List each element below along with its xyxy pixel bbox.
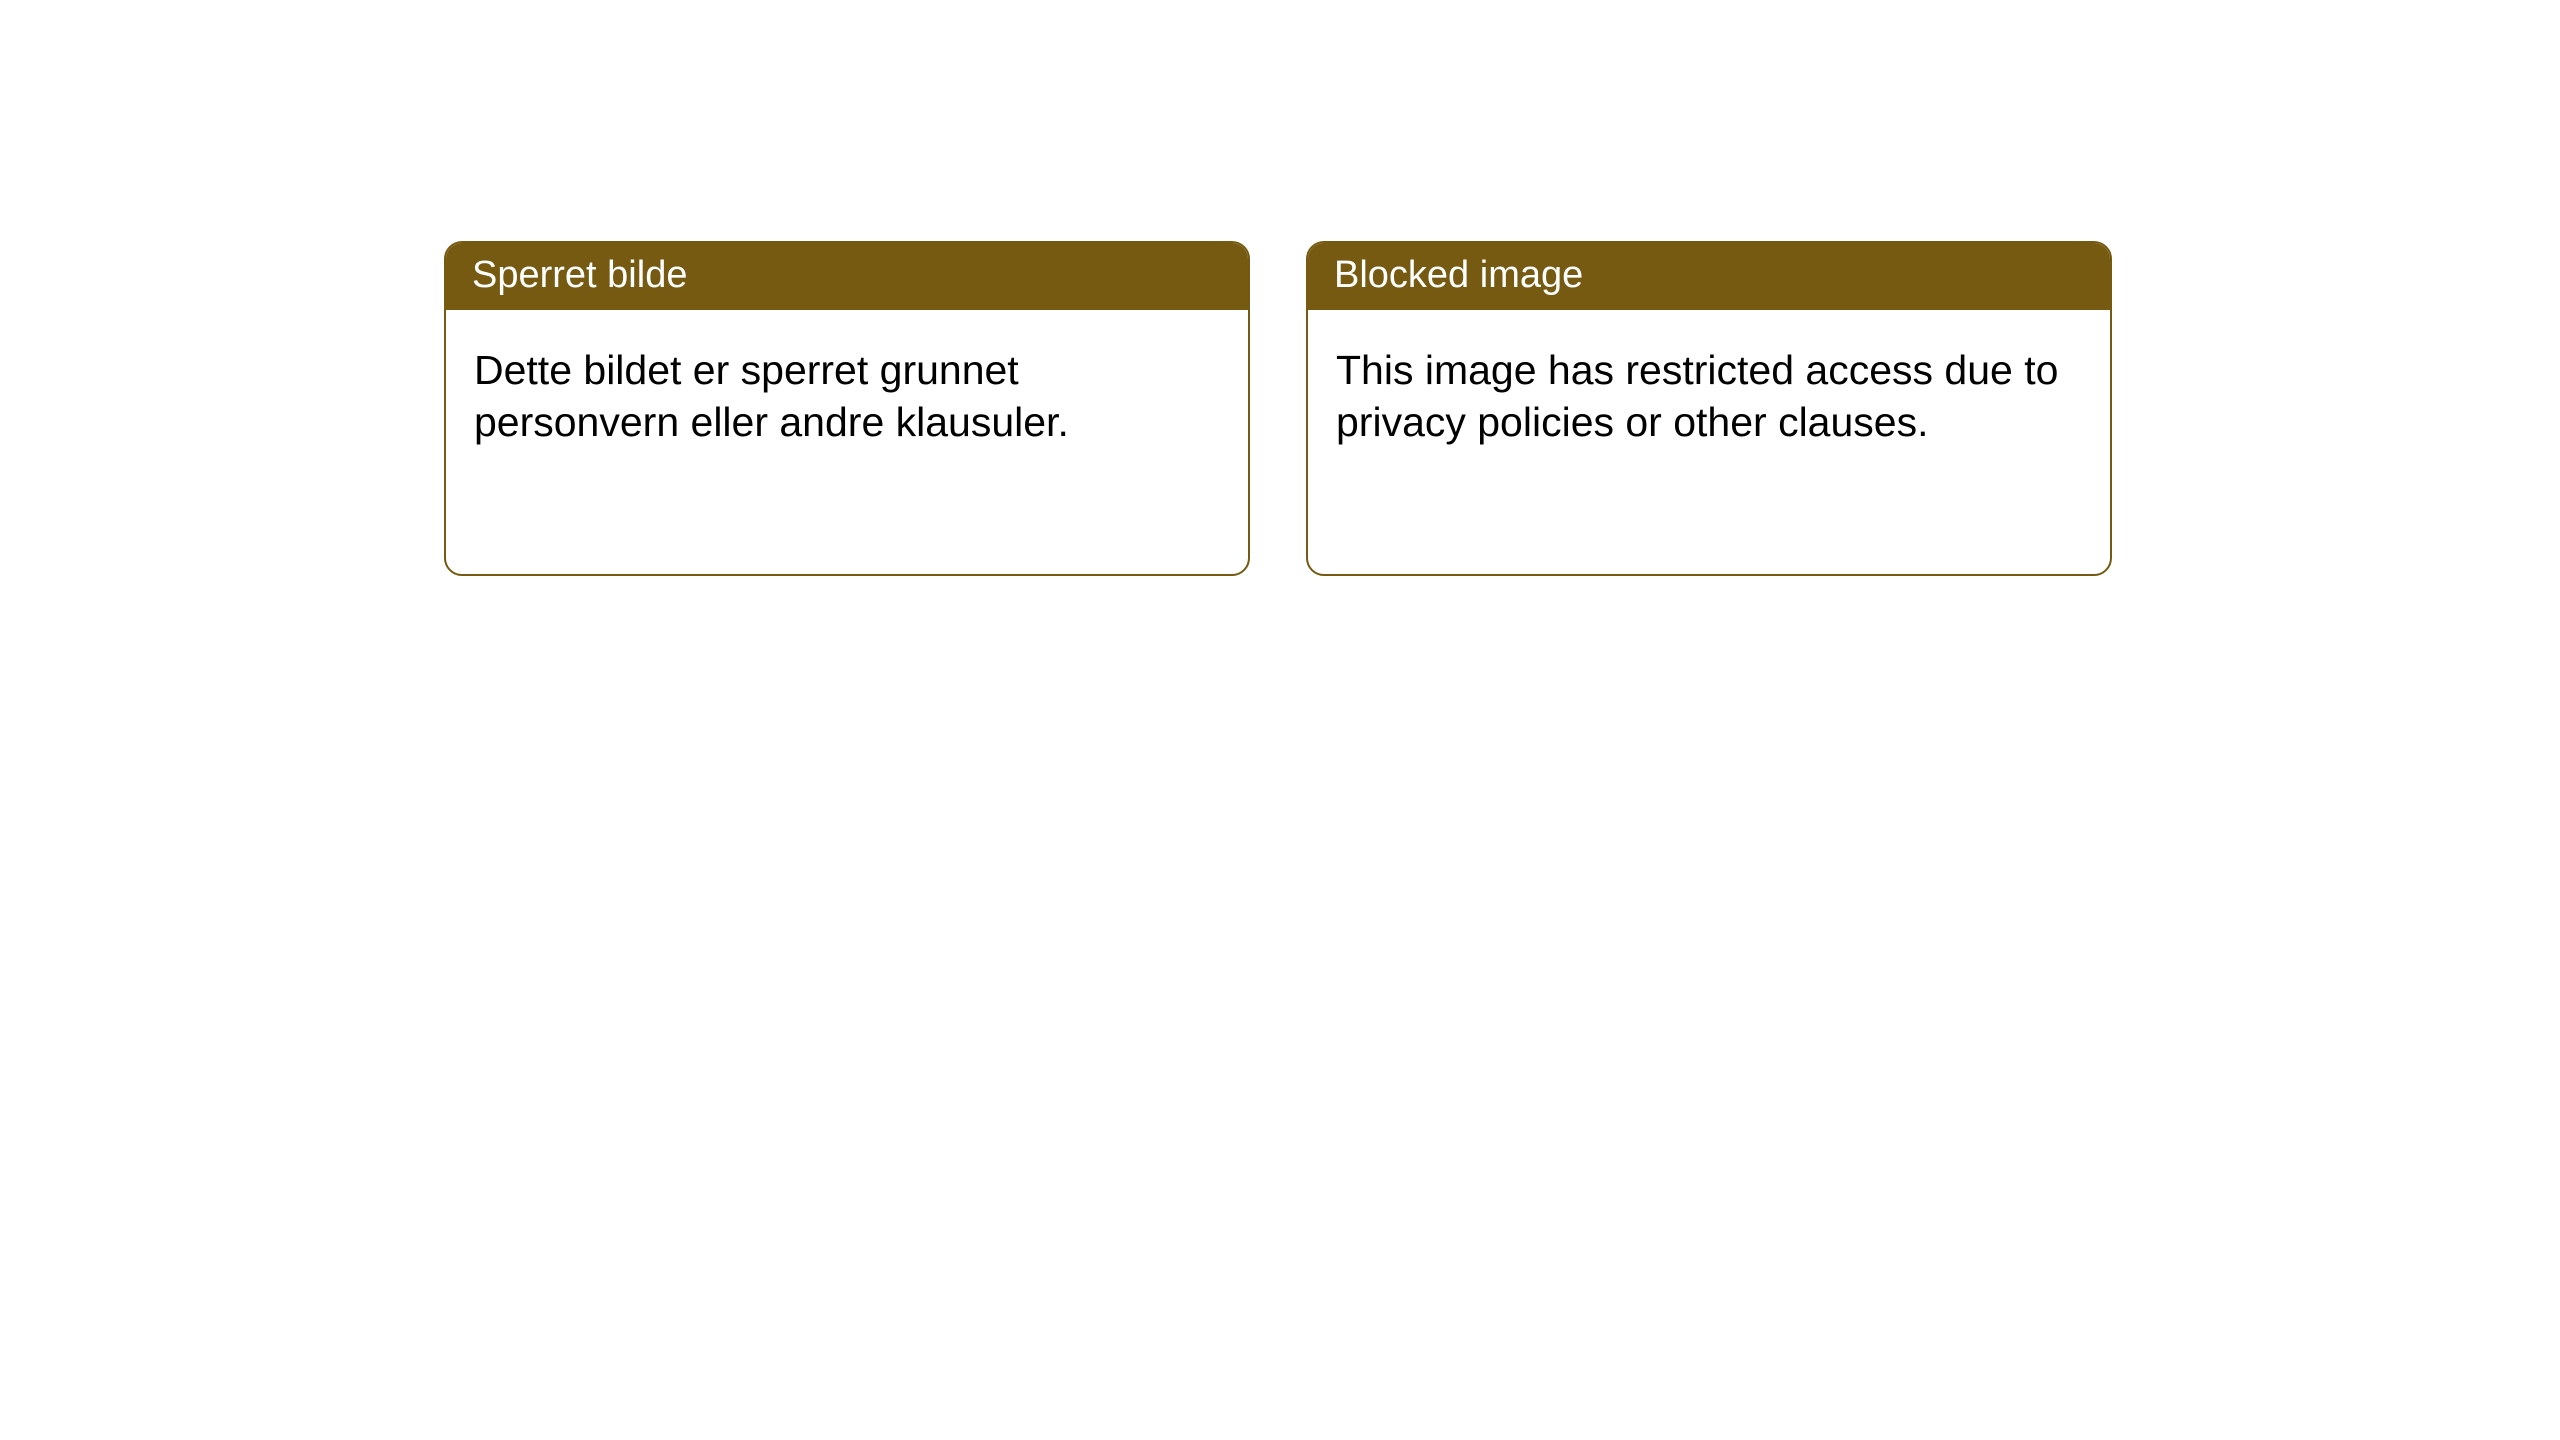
card-title: Sperret bilde <box>446 243 1248 310</box>
card-body-text: This image has restricted access due to … <box>1308 310 2110 482</box>
blocked-image-card-english: Blocked image This image has restricted … <box>1306 241 2112 576</box>
card-body-text: Dette bildet er sperret grunnet personve… <box>446 310 1248 482</box>
notice-container: Sperret bilde Dette bildet er sperret gr… <box>0 0 2560 576</box>
blocked-image-card-norwegian: Sperret bilde Dette bildet er sperret gr… <box>444 241 1250 576</box>
card-title: Blocked image <box>1308 243 2110 310</box>
